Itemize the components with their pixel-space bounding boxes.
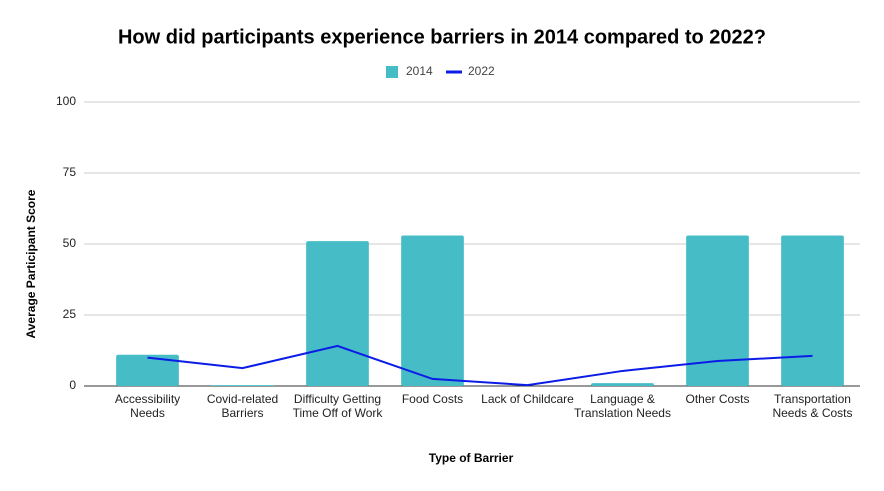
line [147,344,813,387]
legend-label: 2022 [468,64,495,78]
x-tick-label: Difficulty Getting Time Off of Work [292,392,383,420]
bar [401,235,464,386]
y-tick-label: 75 [63,165,77,179]
x-tick-label-box: Food Costs [401,392,464,406]
x-tick-label-box: Covid-related Barriers [206,392,279,420]
bar [686,235,749,386]
y-tick-label: 25 [63,307,77,321]
x-tick-label: Lack of Childcare [481,392,574,406]
x-axis-label: Type of Barrier [429,451,514,465]
chart-title: How did participants experience barriers… [118,26,766,48]
x-tick-label: Covid-related Barriers [206,392,279,420]
x-tick-label-box: Lack of Childcare [481,392,574,406]
x-tick-label: Accessibility Needs [114,392,181,420]
y-tick-label: 50 [63,236,77,250]
legend-swatch [386,66,398,78]
y-tick-label: 0 [69,378,76,392]
x-tick-label-box: Accessibility Needs [114,392,181,420]
x-tick-label: Other Costs [685,392,750,406]
bar [116,354,179,386]
bar [211,385,274,386]
bar [781,235,844,386]
bar [306,241,369,386]
x-tick-label-box: Difficulty Getting Time Off of Work [292,392,383,420]
x-tick-label: Food Costs [401,392,464,406]
x-tick-label-box: Transportation Needs & Costs [772,392,853,420]
x-tick-label: Transportation Needs & Costs [772,392,853,420]
legend-label: 2014 [406,64,433,78]
x-tick-label-box: Language & Translation Needs [574,392,671,420]
y-tick-label: 100 [56,94,76,108]
x-tick-label: Language & Translation Needs [574,392,671,420]
x-tick-label-box: Other Costs [685,392,750,406]
y-axis-label: Average Participant Score [24,189,38,338]
bar [591,383,654,386]
